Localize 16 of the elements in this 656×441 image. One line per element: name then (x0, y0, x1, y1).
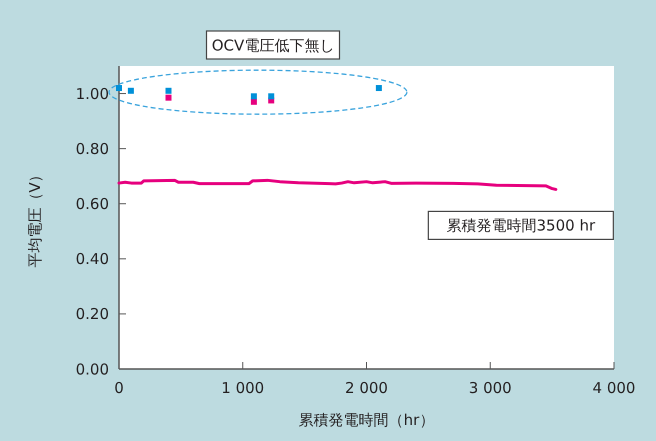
y-tick-label: 0.20 (76, 305, 109, 324)
x-tick-label: 2 000 (345, 379, 388, 397)
line-series (118, 178, 558, 191)
x-axis-title: 累積発電時間（hr） (298, 411, 434, 429)
x-tick-label: 3 000 (468, 379, 512, 397)
annotation: 累積発電時間3500 hr (446, 216, 596, 235)
x-tick-label: 0 (114, 379, 124, 397)
y-tick-label: 1.00 (76, 84, 109, 103)
y-axis-title: 平均電圧（V） (26, 167, 44, 268)
x-tick-label: 1 000 (221, 379, 264, 397)
y-tick-label: 0.60 (76, 194, 109, 213)
x-tick-label: 4 000 (592, 379, 636, 397)
y-tick-label: 0.40 (76, 250, 109, 268)
y-tick-label: 0.80 (76, 140, 109, 158)
y-tick-label: 0.00 (76, 360, 109, 378)
text: OCV電圧低下無し (212, 36, 334, 54)
